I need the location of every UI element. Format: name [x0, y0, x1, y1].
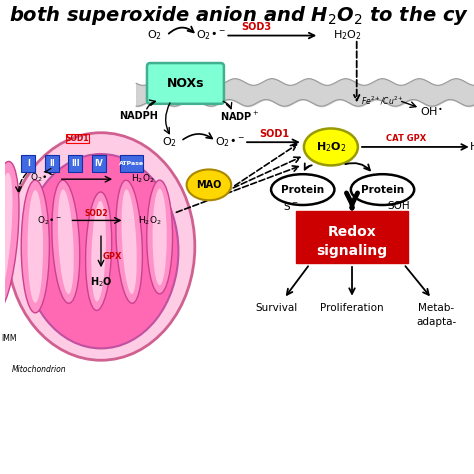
FancyBboxPatch shape — [91, 155, 106, 172]
Ellipse shape — [24, 154, 178, 348]
Text: O$_2$•$^-$: O$_2$•$^-$ — [30, 172, 55, 184]
Text: Protein: Protein — [361, 184, 404, 195]
Text: NADP$^+$: NADP$^+$ — [220, 109, 259, 123]
Text: both superoxide anion and H$_2$O$_2$ to the cy: both superoxide anion and H$_2$O$_2$ to … — [9, 4, 469, 27]
Text: GPX: GPX — [103, 253, 122, 261]
FancyBboxPatch shape — [68, 155, 82, 172]
Text: H$_2$O$_2$: H$_2$O$_2$ — [316, 140, 346, 154]
Text: OH$^{\bullet}$: OH$^{\bullet}$ — [420, 105, 443, 118]
Text: Proliferation: Proliferation — [320, 303, 384, 313]
Text: IV: IV — [94, 159, 103, 168]
Text: SOD1: SOD1 — [66, 134, 89, 143]
Text: Metab-: Metab- — [419, 303, 455, 313]
Ellipse shape — [187, 169, 231, 200]
Text: SOD3: SOD3 — [241, 22, 271, 33]
Ellipse shape — [153, 189, 167, 285]
Ellipse shape — [21, 180, 49, 313]
Ellipse shape — [0, 162, 19, 312]
Ellipse shape — [147, 180, 173, 294]
Text: O$_2$•$^-$: O$_2$•$^-$ — [215, 135, 245, 149]
Ellipse shape — [304, 128, 358, 165]
Text: MAO: MAO — [196, 180, 222, 190]
Ellipse shape — [58, 190, 74, 294]
FancyBboxPatch shape — [296, 211, 408, 263]
Ellipse shape — [0, 173, 12, 301]
Text: H$_2$O: H$_2$O — [469, 140, 474, 154]
FancyBboxPatch shape — [21, 155, 35, 172]
Text: II: II — [49, 159, 55, 168]
Text: O$_2$•$^-$: O$_2$•$^-$ — [196, 28, 226, 43]
Text: ATPase: ATPase — [119, 161, 144, 166]
Text: Fe$^{2+}$/Cu$^{2+}$: Fe$^{2+}$/Cu$^{2+}$ — [361, 94, 404, 107]
Text: NADPH: NADPH — [119, 111, 158, 121]
Text: I: I — [27, 159, 30, 168]
FancyBboxPatch shape — [120, 155, 143, 172]
Text: Mitochondrion: Mitochondrion — [12, 365, 66, 374]
Text: CAT GPX: CAT GPX — [386, 134, 426, 143]
Text: signaling: signaling — [317, 244, 388, 258]
Text: H$_2$O: H$_2$O — [90, 275, 112, 289]
FancyBboxPatch shape — [147, 63, 224, 104]
Text: H$_2$O$_2$: H$_2$O$_2$ — [138, 214, 162, 227]
Text: III: III — [71, 159, 80, 168]
Ellipse shape — [86, 192, 112, 310]
Text: Protein: Protein — [281, 184, 324, 195]
Text: SOD1: SOD1 — [260, 128, 290, 139]
Text: H$_2$O$_2$: H$_2$O$_2$ — [333, 28, 362, 43]
Ellipse shape — [7, 133, 195, 360]
Text: O$_2$: O$_2$ — [162, 135, 176, 149]
Text: Survival: Survival — [256, 303, 298, 313]
Text: IMM: IMM — [1, 335, 16, 343]
Ellipse shape — [271, 174, 335, 205]
Text: O$_2$•$^-$: O$_2$•$^-$ — [37, 214, 62, 227]
Ellipse shape — [116, 180, 142, 303]
Text: NOXs: NOXs — [167, 77, 204, 90]
Ellipse shape — [91, 201, 106, 301]
Text: Redox: Redox — [328, 225, 376, 239]
Text: adapta-: adapta- — [416, 317, 456, 328]
Text: O$_2$: O$_2$ — [147, 28, 163, 43]
FancyBboxPatch shape — [45, 155, 59, 172]
Text: SOH: SOH — [388, 201, 410, 211]
Ellipse shape — [27, 190, 43, 303]
Ellipse shape — [351, 174, 414, 205]
Ellipse shape — [121, 190, 137, 294]
Text: SOD2: SOD2 — [84, 209, 108, 218]
Text: S$^-$: S$^-$ — [283, 200, 299, 212]
Ellipse shape — [52, 180, 80, 303]
Text: H$_2$O$_2$: H$_2$O$_2$ — [131, 173, 155, 185]
